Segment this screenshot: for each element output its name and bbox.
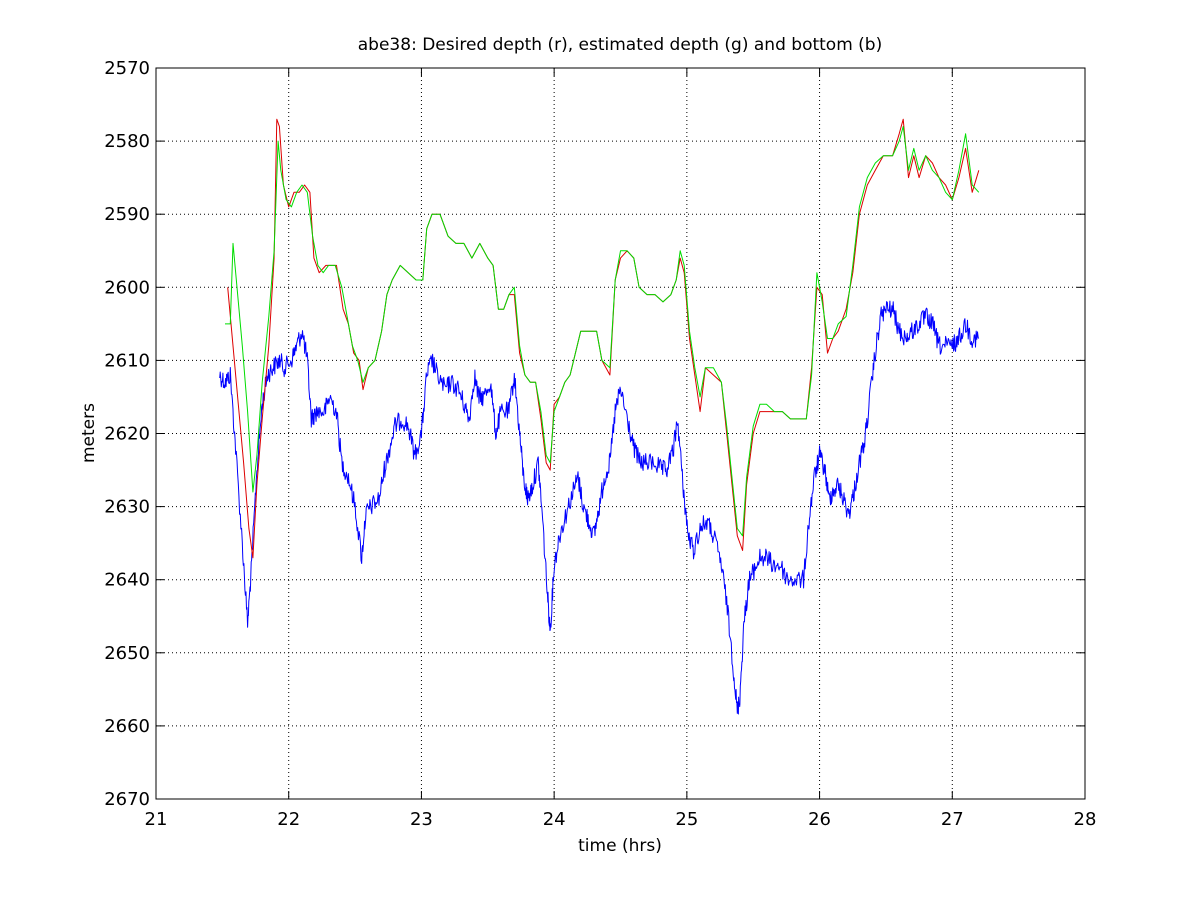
x-tick-label: 27: [941, 809, 964, 830]
y-tick-label: 2650: [104, 643, 150, 664]
x-tick-label: 28: [1074, 809, 1097, 830]
y-tick-label: 2610: [104, 350, 150, 371]
y-tick-label: 2570: [104, 58, 150, 79]
y-tick-label: 2640: [104, 570, 150, 591]
y-tick-label: 2660: [104, 716, 150, 737]
y-tick-label: 2630: [104, 497, 150, 518]
x-tick-label: 21: [145, 809, 168, 830]
series-layer: [219, 118, 980, 715]
y-tick-label: 2580: [104, 131, 150, 152]
series-line-2: [225, 126, 980, 537]
x-tick-label: 23: [410, 809, 433, 830]
x-axis-label: time (hrs): [578, 836, 662, 856]
y-axis-label: meters: [79, 403, 99, 463]
x-tick-label: 22: [277, 809, 300, 830]
y-tick-label: 2600: [104, 277, 150, 298]
x-tick-label: 25: [675, 809, 698, 830]
chart-title: abe38: Desired depth (r), estimated dept…: [358, 35, 882, 55]
y-tick-label: 2590: [104, 204, 150, 225]
y-tick-label: 2620: [104, 424, 150, 445]
x-axis: 21 22 23 24 25 26 27 28: [145, 68, 1097, 830]
x-tick-label: 26: [808, 809, 831, 830]
grid: [156, 68, 1085, 799]
x-tick-label: 24: [543, 809, 566, 830]
series-line-0: [219, 300, 980, 715]
y-axis: 2570 2580 2590 2600 2610 2620 2630 2640 2650 2660…: [104, 58, 1085, 810]
y-tick-label: 2670: [104, 789, 150, 810]
